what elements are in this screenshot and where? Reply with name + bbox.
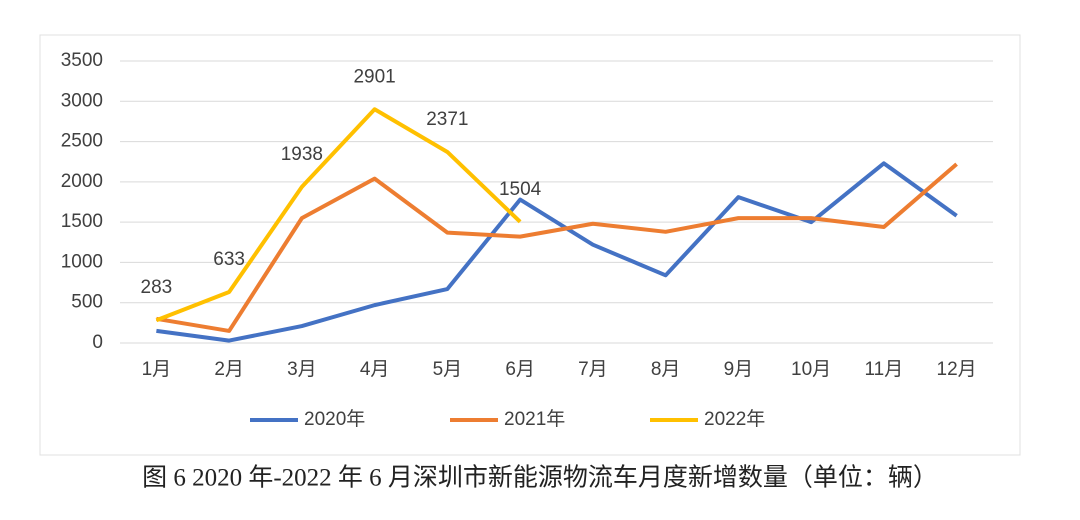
series-line (155, 107, 522, 323)
x-tick-label: 3月 (287, 359, 317, 380)
y-tick-label: 0 (92, 332, 103, 353)
x-tick-label: 9月 (724, 359, 754, 380)
data-label: 633 (213, 249, 245, 270)
data-label: 2371 (426, 109, 468, 130)
series-line (156, 161, 958, 343)
y-tick-label: 3000 (61, 90, 103, 111)
x-tick-label: 6月 (505, 359, 535, 380)
legend-label: 2021年 (504, 408, 565, 430)
y-tick-label: 2000 (61, 171, 103, 192)
x-tick-label: 4月 (360, 359, 390, 380)
data-label: 1504 (499, 179, 542, 200)
data-label: 1938 (281, 144, 323, 165)
legend-label: 2020年 (304, 408, 365, 430)
caption: 图 6 2020 年-2022 年 6 月深圳市新能源物流车月度新增数量（单位：… (142, 464, 938, 492)
y-tick-label: 3500 (61, 50, 103, 71)
legend-label: 2022年 (704, 408, 765, 430)
y-tick-label: 1000 (61, 251, 103, 272)
chart-border (39, 34, 1021, 456)
x-tick-label: 11月 (865, 359, 904, 380)
series-line (156, 162, 958, 333)
x-tick-label: 2月 (214, 359, 244, 380)
x-tick-label: 5月 (433, 359, 463, 380)
x-tick-label: 1月 (142, 359, 172, 380)
data-label: 283 (141, 277, 173, 298)
x-tick-label: 7月 (578, 359, 608, 380)
y-tick-label: 2500 (61, 131, 103, 152)
y-tick-label: 500 (71, 292, 103, 313)
y-tick-label: 1500 (61, 211, 103, 232)
x-tick-label: 12月 (937, 359, 977, 380)
x-tick-label: 10月 (791, 359, 831, 380)
data-label: 2901 (353, 66, 395, 87)
x-tick-label: 8月 (651, 359, 681, 380)
